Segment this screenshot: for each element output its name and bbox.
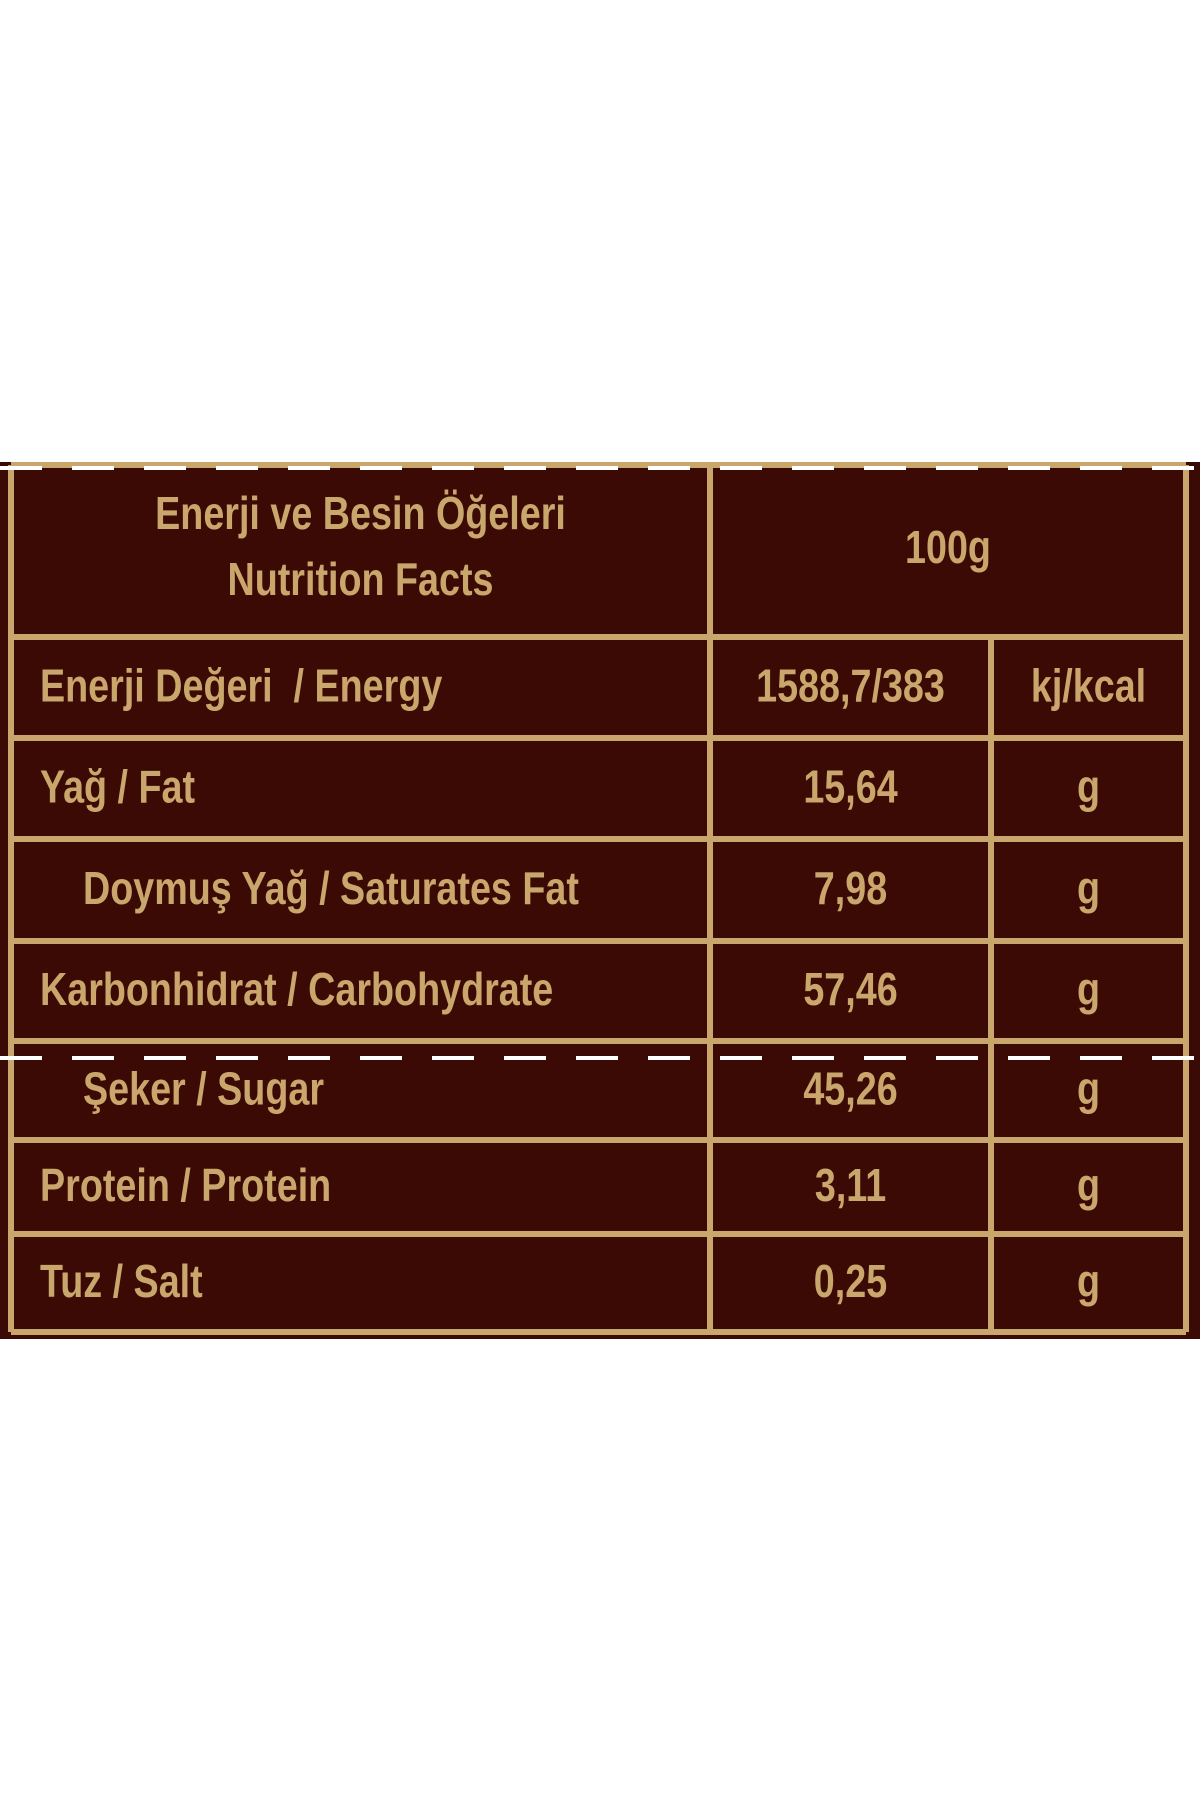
nutrient-value: 7,98 (814, 863, 887, 914)
nutrient-unit-group: g (1077, 1256, 1100, 1307)
nutrient-unit-group: g (1077, 761, 1100, 812)
nutrient-value: 57,46 (803, 964, 897, 1015)
nutrient-value: 15,64 (803, 761, 898, 812)
nutrient-value: 3,11 (815, 1160, 886, 1211)
nutrient-label: Tuz / Salt (40, 1256, 203, 1307)
nutrient-label: Şeker / Sugar (83, 1063, 324, 1114)
nutrient-value: 45,26 (803, 1063, 897, 1114)
nutrient-unit: kj/kcal (1031, 660, 1146, 711)
table: Enerji ve Besin Öğeleri Nutrition Facts 10… (8, 462, 1189, 1335)
nutrient-value-group: 1588,7/383 (756, 660, 945, 711)
nutrient-unit: g (1077, 761, 1100, 812)
nutrient-label: Yağ / Fat (40, 761, 195, 812)
nutrient-label-group: Enerji Değeri / Energy (40, 660, 443, 711)
header-amount-group: 100g (905, 522, 991, 573)
nutrient-unit: g (1077, 863, 1100, 914)
nutrient-value-group: 45,26 (803, 1063, 897, 1114)
nutrient-value-group: 3,11 (815, 1160, 886, 1211)
header-title-group: Nutrition Facts (227, 554, 493, 605)
nutrient-unit-group: kj/kcal (1031, 660, 1146, 711)
nutrient-label-group: Tuz / Salt (40, 1256, 203, 1307)
header-title-group: Enerji ve Besin Öğeleri (155, 488, 566, 539)
nutrient-label: Karbonhidrat / Carbohydrate (40, 964, 553, 1015)
nutrient-unit: g (1077, 1160, 1100, 1211)
nutrient-unit-group: g (1077, 1063, 1100, 1114)
nutrient-unit-group: g (1077, 1160, 1100, 1211)
nutrient-label-group: Şeker / Sugar (83, 1063, 324, 1114)
nutrient-unit-group: g (1077, 964, 1100, 1015)
nutrient-unit: g (1077, 964, 1100, 1015)
header-title: Enerji ve Besin Öğeleri (155, 488, 566, 539)
nutrient-value: 1588,7/383 (756, 660, 945, 711)
header-amount: 100g (905, 522, 991, 573)
nutrient-label: Protein / Protein (40, 1160, 331, 1211)
nutrient-value-group: 7,98 (814, 863, 887, 914)
nutrient-unit: g (1077, 1256, 1100, 1307)
nutrient-value-group: 57,46 (803, 964, 897, 1015)
nutrient-unit: g (1077, 1063, 1100, 1114)
nutrient-label-group: Karbonhidrat / Carbohydrate (40, 964, 553, 1015)
nutrient-label-group: Doymuş Yağ / Saturates Fat (83, 863, 579, 914)
nutrient-label: Doymuş Yağ / Saturates Fat (83, 863, 579, 914)
nutrient-label-group: Yağ / Fat (40, 761, 195, 812)
table-background (0, 462, 1200, 1339)
nutrient-unit-group: g (1077, 863, 1100, 914)
nutrient-value: 0,25 (814, 1256, 887, 1307)
nutrient-value-group: 15,64 (803, 761, 898, 812)
header-title: Nutrition Facts (227, 554, 493, 605)
nutrient-label-group: Protein / Protein (40, 1160, 331, 1211)
nutrient-value-group: 0,25 (814, 1256, 887, 1307)
nutrient-label: Enerji Değeri / Energy (40, 660, 443, 711)
